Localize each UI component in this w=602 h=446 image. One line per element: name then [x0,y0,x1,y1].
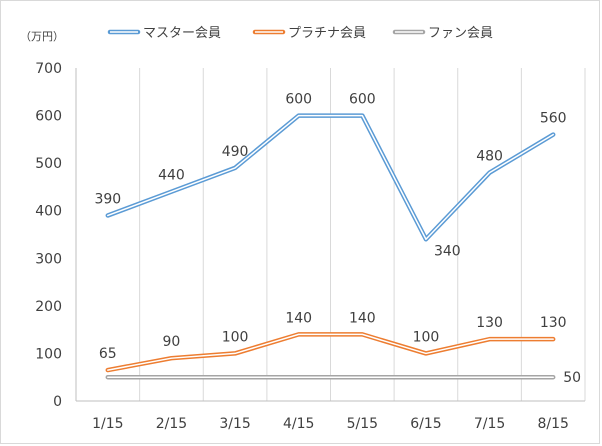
y-tick-label: 600 [35,109,62,125]
y-tick-label: 400 [35,204,62,220]
y-tick-label: 200 [35,299,62,315]
x-tick-label: 5/15 [347,416,378,432]
data-label: 130 [540,315,567,331]
axes: 0 100 200 300 400 500 600 700 1/15 2/15 3/15 4/15 5/… [35,61,585,432]
y-tick-label: 700 [35,61,62,77]
data-label: 600 [285,92,312,108]
data-label: 340 [434,243,461,259]
data-label: 90 [163,334,181,350]
x-tick-label: 8/15 [537,416,568,432]
data-label: 50 [563,370,581,386]
data-label: 600 [349,92,376,108]
data-label: 100 [413,329,440,345]
data-label: 140 [285,310,312,326]
data-label: 490 [222,144,249,160]
series-line-core-1 [107,333,554,371]
data-label: 65 [99,346,117,362]
y-unit-label: （万円） [20,30,64,43]
data-label: 440 [158,168,185,184]
legend-label: マスター会員 [143,26,221,41]
data-label: 560 [540,111,567,127]
y-tick-label: 300 [35,251,62,267]
x-tick-label: 6/15 [410,416,441,432]
legend-label: プラチナ会員 [288,26,366,41]
series-layer [105,113,556,380]
y-tick-label: 0 [53,394,62,410]
y-tick-label: 100 [35,346,62,362]
x-tick-label: 2/15 [156,416,187,432]
data-label: 140 [349,310,376,326]
data-label: 100 [222,329,249,345]
data-labels: 390 440 490 600 600 340 480 560 65 90 100 140 140 100… [94,92,581,387]
x-tick-label: 1/15 [92,416,123,432]
data-label: 130 [476,315,503,331]
x-tick-label: 7/15 [474,416,505,432]
data-label: 480 [476,149,503,165]
x-tick-label: 3/15 [219,416,250,432]
legend-label: ファン会員 [428,26,493,41]
y-tick-label: 500 [35,156,62,172]
x-tick-label: 4/15 [283,416,314,432]
data-label: 390 [94,191,121,207]
series-line-core-0 [107,114,554,241]
legend: マスター会員 プラチナ会員 ファン会員 [107,26,493,41]
